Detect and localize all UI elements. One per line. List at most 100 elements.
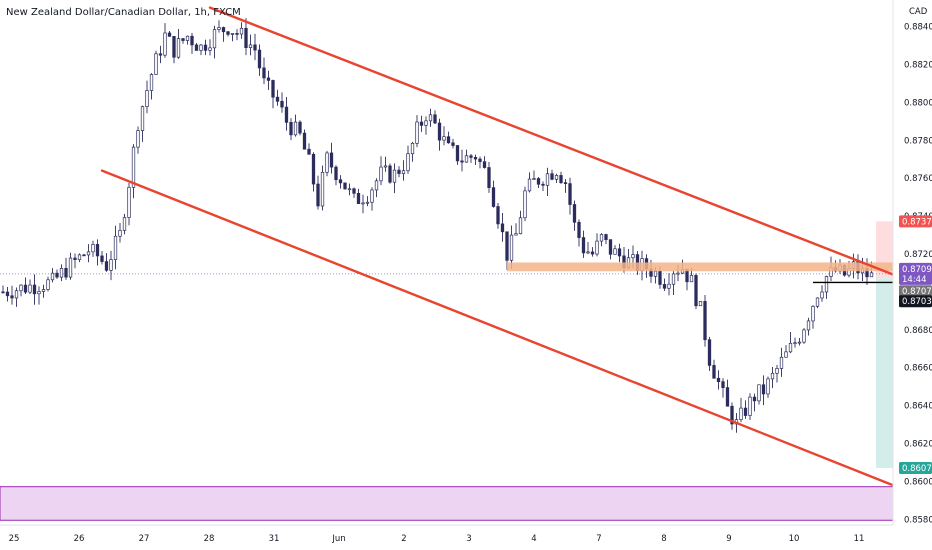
candle — [455, 144, 460, 165]
candle — [793, 337, 797, 348]
candle — [365, 196, 370, 207]
candle — [536, 177, 541, 188]
candle — [482, 156, 487, 169]
candle — [104, 253, 109, 272]
candle — [356, 188, 361, 204]
date-tick-label: 4 — [531, 534, 536, 544]
svg-text:0.87072: 0.87072 — [902, 287, 932, 297]
candle — [586, 242, 590, 255]
candle — [775, 365, 779, 383]
chart-title: New Zealand Dollar/Canadian Dollar, 1h, … — [6, 7, 241, 18]
candle — [275, 89, 280, 106]
candle — [802, 328, 806, 344]
candle — [730, 402, 734, 430]
candle — [307, 143, 311, 155]
candle — [122, 213, 127, 235]
candle — [55, 269, 59, 279]
candle — [514, 223, 518, 236]
candle — [739, 397, 743, 423]
candle — [496, 203, 500, 229]
candle — [608, 239, 613, 260]
candle — [779, 347, 784, 377]
candle — [73, 253, 77, 269]
candle — [617, 243, 622, 263]
candle — [181, 37, 185, 44]
candle — [469, 153, 473, 163]
candle — [199, 44, 203, 56]
candle — [212, 25, 217, 59]
candle — [464, 149, 469, 163]
candle — [388, 163, 392, 184]
candle — [329, 142, 334, 174]
date-tick-label: 26 — [74, 534, 85, 544]
candle — [230, 33, 235, 42]
candle — [797, 338, 802, 346]
candle — [419, 115, 424, 132]
candle — [460, 149, 464, 172]
candle — [500, 212, 505, 242]
candle — [347, 183, 352, 196]
candle — [343, 182, 347, 190]
candle — [694, 273, 698, 310]
candle — [28, 279, 32, 295]
candle — [770, 366, 775, 389]
svg-text:0.87372: 0.87372 — [902, 217, 932, 227]
candle — [572, 200, 577, 231]
date-tick-label: 2 — [401, 534, 406, 544]
resistance-zone[interactable] — [507, 262, 932, 272]
candle — [437, 118, 442, 151]
currency-label: CAD — [909, 7, 928, 17]
price-tag-entry: 0.87072 — [899, 285, 932, 298]
candle — [334, 165, 338, 186]
candle — [577, 219, 581, 247]
date-tick-label: Jun — [331, 534, 345, 544]
candle — [149, 73, 154, 100]
candle — [320, 165, 325, 211]
candle — [446, 131, 451, 144]
candle — [712, 359, 716, 379]
candle — [532, 170, 536, 180]
candle — [91, 240, 95, 257]
date-tick-label: 9 — [726, 534, 731, 544]
candle — [32, 274, 37, 305]
candle — [559, 171, 563, 184]
candle — [325, 150, 329, 177]
candle — [221, 26, 226, 42]
candle — [415, 115, 419, 148]
support-zone[interactable] — [0, 486, 894, 521]
candle — [289, 118, 293, 141]
candle — [748, 393, 752, 420]
candle — [379, 156, 383, 186]
candle — [176, 28, 181, 59]
candle — [757, 384, 761, 405]
candle — [761, 375, 766, 406]
candle — [424, 116, 428, 135]
candle — [127, 182, 131, 226]
candle — [509, 225, 514, 269]
candle — [487, 161, 491, 193]
candle — [1, 285, 5, 294]
candle — [46, 276, 50, 292]
date-tick-label: 10 — [789, 534, 800, 544]
candle — [401, 160, 406, 181]
candle — [37, 286, 41, 305]
candle — [352, 187, 356, 198]
candle — [806, 317, 811, 336]
price-tag-target: 0.86071 — [899, 461, 932, 474]
candle — [550, 169, 554, 181]
lower-channel-line[interactable] — [100, 169, 914, 494]
candle — [86, 244, 91, 263]
candle — [568, 177, 572, 215]
candle — [590, 247, 595, 257]
upper-channel-line[interactable] — [208, 6, 932, 325]
candle — [599, 233, 604, 247]
candle — [217, 20, 221, 33]
candle — [442, 126, 446, 146]
